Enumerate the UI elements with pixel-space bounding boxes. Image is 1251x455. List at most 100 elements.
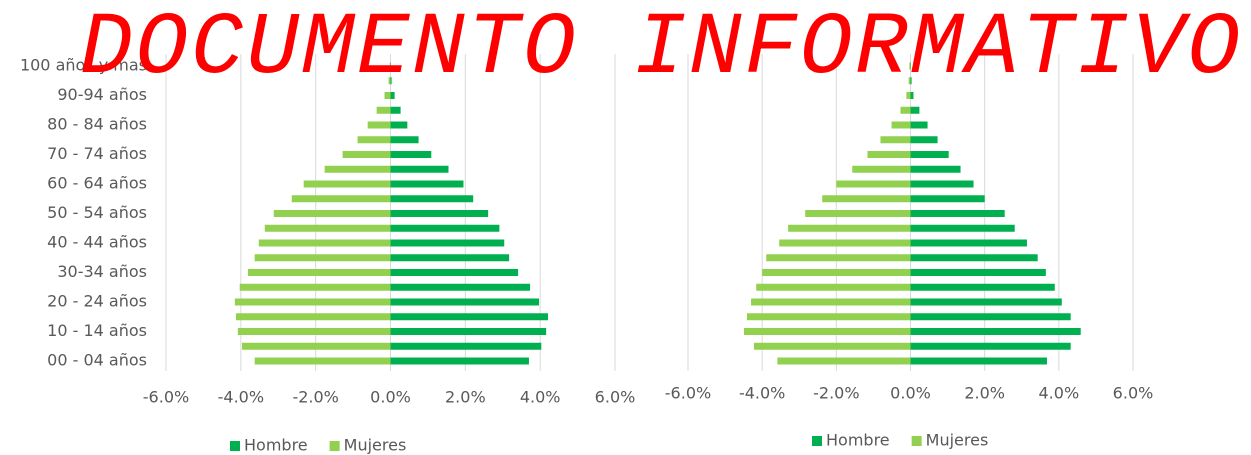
bar	[910, 165, 961, 173]
x-tick-label: 4.0%	[520, 388, 561, 407]
bar	[390, 136, 419, 144]
bar	[388, 77, 391, 85]
bar	[390, 151, 432, 158]
bar	[910, 151, 949, 158]
x-tick-label: 2.0%	[964, 384, 1005, 403]
bar	[390, 180, 464, 188]
legend-label: Hombre	[826, 431, 890, 450]
bar	[852, 165, 911, 173]
bar	[390, 239, 505, 247]
bar	[906, 92, 911, 99]
bar	[324, 165, 391, 173]
bar	[376, 106, 391, 114]
bar	[390, 121, 408, 129]
bar	[390, 313, 549, 321]
y-tick-label: 70 - 74 años	[47, 144, 147, 163]
bar	[234, 298, 391, 306]
bar	[777, 357, 911, 365]
bar	[910, 106, 920, 114]
x-tick-label: 6.0%	[1113, 384, 1154, 403]
bar	[880, 136, 911, 144]
y-tick-label: 60 - 64 años	[47, 174, 147, 193]
bar	[390, 283, 531, 291]
x-tick-label: 6.0%	[595, 388, 636, 407]
bar	[390, 92, 395, 99]
x-tick-label: 4.0%	[1039, 384, 1080, 403]
legend-label: Hombre	[244, 436, 308, 455]
y-tick-label: 10 - 14 años	[47, 321, 147, 340]
bar	[908, 77, 911, 85]
bar	[390, 224, 500, 232]
bar	[756, 283, 911, 291]
bar	[273, 210, 391, 217]
x-tick-label: -6.0%	[143, 388, 189, 407]
bar	[910, 92, 914, 99]
x-tick-label: -2.0%	[292, 388, 338, 407]
legend-swatch	[812, 436, 822, 446]
bar	[910, 121, 928, 129]
y-tick-label: 00 - 04 años	[47, 351, 147, 370]
bar	[303, 180, 391, 188]
bar	[390, 298, 540, 306]
legend-label: Mujeres	[926, 431, 989, 450]
bar	[743, 328, 911, 335]
y-tick-label: 100 años y mas	[20, 56, 147, 75]
bar	[254, 357, 391, 365]
bar	[390, 165, 449, 173]
bar	[342, 151, 391, 158]
bar	[390, 269, 519, 276]
y-tick-label: 90-94 años	[57, 85, 147, 104]
bar	[390, 77, 392, 85]
bar	[235, 313, 391, 321]
x-tick-label: -4.0%	[739, 384, 785, 403]
x-tick-label: -6.0%	[665, 384, 711, 403]
bar	[384, 92, 391, 99]
y-tick-label: 20 - 24 años	[47, 292, 147, 311]
bar	[237, 328, 391, 335]
bar	[867, 151, 911, 158]
bar	[910, 298, 1062, 306]
bar	[910, 283, 1055, 291]
x-tick-label: 2.0%	[445, 388, 486, 407]
bar	[766, 254, 911, 262]
bar	[390, 210, 489, 217]
bar	[910, 239, 1027, 247]
bar	[822, 195, 911, 203]
bar	[390, 254, 510, 262]
bar	[247, 269, 391, 276]
bar	[239, 283, 391, 291]
bar	[241, 342, 391, 350]
bar	[762, 269, 911, 276]
bar	[258, 239, 391, 247]
x-tick-label: -4.0%	[218, 388, 264, 407]
bar	[390, 357, 529, 365]
bar	[805, 210, 911, 217]
bar	[367, 121, 391, 129]
bar	[291, 195, 391, 203]
bar	[788, 224, 911, 232]
bar	[900, 106, 911, 114]
bar	[909, 62, 911, 70]
bar	[754, 342, 911, 350]
bar	[891, 121, 911, 129]
bar	[390, 328, 547, 335]
bar	[254, 254, 391, 262]
bar	[910, 357, 1047, 365]
x-tick-label: 0.0%	[890, 384, 931, 403]
bar	[910, 224, 1015, 232]
bar	[264, 224, 391, 232]
bar	[390, 195, 474, 203]
watermark: DOCUMENTO INFORMATIVO	[80, 0, 1240, 99]
legend-swatch	[911, 436, 922, 446]
bar	[910, 77, 912, 85]
bar	[779, 239, 911, 247]
bar	[910, 180, 974, 188]
y-tick-label: 40 - 44 años	[47, 233, 147, 252]
bar	[910, 210, 1005, 217]
bar	[910, 254, 1038, 262]
y-tick-label: 50 - 54 años	[47, 203, 147, 222]
bar	[390, 106, 401, 114]
bar	[910, 269, 1046, 276]
bar	[390, 342, 542, 350]
